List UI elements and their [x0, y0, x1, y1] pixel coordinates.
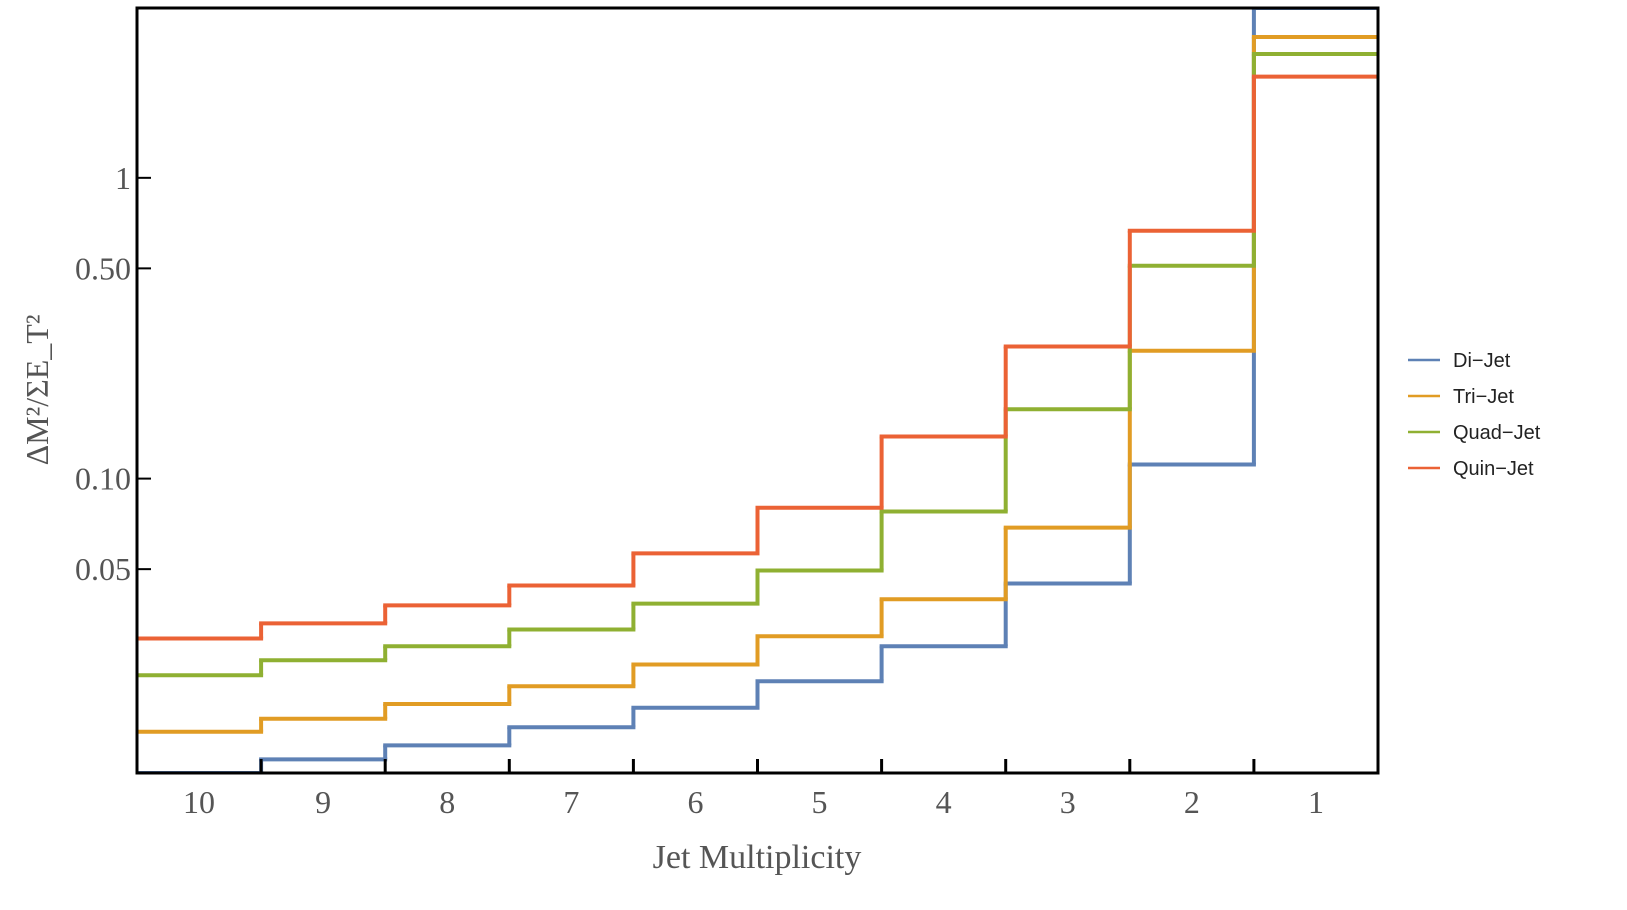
- x-tick-label: 7: [563, 784, 579, 820]
- x-tick-label: 10: [183, 784, 215, 820]
- legend-label: Tri−Jet: [1453, 386, 1514, 408]
- x-axis-label: Jet Multiplicity: [653, 839, 862, 876]
- x-tick-label: 3: [1060, 784, 1076, 820]
- y-tick-label: 0.05: [75, 551, 131, 587]
- plot-area: [137, 8, 1378, 773]
- y-tick-label: 1: [115, 160, 131, 196]
- legend-label: Quin−Jet: [1453, 458, 1534, 480]
- x-tick-label: 9: [315, 784, 331, 820]
- x-tick-label: 5: [812, 784, 828, 820]
- x-tick-label: 1: [1308, 784, 1324, 820]
- x-tick-label: 6: [687, 784, 703, 820]
- y-axis-label: ΔM²/ΣE_T²: [19, 315, 55, 466]
- y-tick-label: 0.50: [75, 250, 131, 286]
- x-tick-label: 8: [439, 784, 455, 820]
- legend-label: Di−Jet: [1453, 350, 1511, 372]
- x-tick-label: 2: [1184, 784, 1200, 820]
- y-tick-label: 0.10: [75, 461, 131, 497]
- x-tick-label: 4: [936, 784, 952, 820]
- legend-label: Quad−Jet: [1453, 422, 1541, 444]
